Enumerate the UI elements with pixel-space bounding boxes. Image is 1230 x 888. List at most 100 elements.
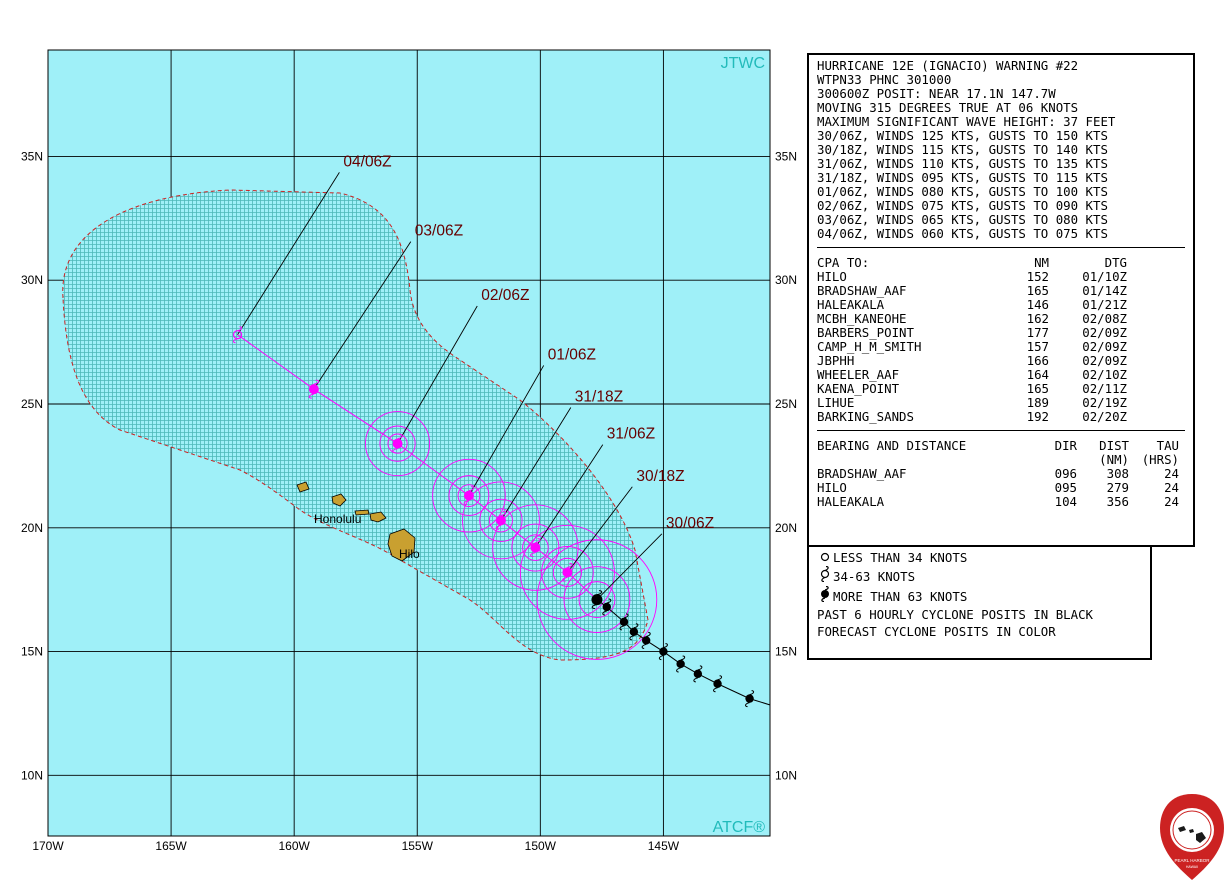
cpa-location: BARKING_SANDS: [817, 409, 914, 424]
jtwc-logo: PEARL HARBOR HAWAII: [1160, 794, 1224, 880]
past-position-marker: [676, 655, 686, 673]
bearing-dist: 308: [1106, 466, 1129, 481]
cpa-nm: 165: [1026, 283, 1049, 298]
forecast-point-03/06Z: 03/06Z: [308, 223, 463, 399]
cpa-location: KAENA_POINT: [817, 381, 900, 396]
forecast-time-label: 02/06Z: [481, 287, 529, 304]
bearing-dir: 095: [1054, 480, 1077, 495]
bearing-location: BRADSHAW_AAF: [817, 466, 907, 481]
cpa-nm: 162: [1026, 311, 1049, 326]
forecast-point-01/06Z: 01/06Z: [463, 346, 596, 506]
bearing-header-label: BEARING AND DISTANCE: [817, 438, 967, 453]
cpa-row: BARBERS_POINT 177 02/09Z: [817, 326, 1127, 340]
forecast-point-31/06Z: 31/06Z: [530, 426, 655, 558]
bearing-units-dist: (NM): [1099, 452, 1129, 467]
lat-label-right: 20N: [775, 521, 797, 535]
warning-line: MOVING 315 DEGREES TRUE AT 06 KNOTS: [817, 100, 1079, 115]
danger-area: [62, 189, 649, 661]
cpa-location: LIHUE: [817, 395, 855, 410]
label-leader-line: [500, 407, 572, 521]
bearing-header-dir: DIR: [1054, 438, 1077, 453]
past-position-marker: [641, 631, 651, 649]
cpa-location: HILO: [817, 269, 847, 284]
legend-note-past: PAST 6 HOURLY CYCLONE POSITS IN BLACK: [817, 607, 1094, 622]
past-position-marker: [619, 613, 629, 631]
forecast-time-label: 04/06Z: [343, 153, 391, 170]
label-leader-line: [567, 486, 633, 573]
island-molokai: [354, 509, 370, 516]
cpa-dtg: 01/21Z: [1082, 297, 1127, 312]
lat-label-left: 35N: [21, 149, 43, 163]
warning-lines: WTPN33 PHNC 301000 300600Z POSIT: NEAR 17…: [817, 73, 1185, 241]
warning-line: 31/06Z, WINDS 110 KTS, GUSTS TO 135 KTS: [817, 156, 1108, 171]
tropical-storm-symbol-icon: [817, 565, 833, 586]
atcf-watermark: ATCF®: [713, 819, 766, 836]
warning-line: 02/06Z, WINDS 075 KTS, GUSTS TO 090 KTS: [817, 198, 1108, 213]
island-kauai: [296, 481, 310, 493]
lat-label-left: 20N: [21, 521, 43, 535]
forecast-point-04/06Z: 04/06Z: [232, 153, 392, 344]
island-oahu: [331, 493, 347, 507]
bearing-units-blank: [817, 453, 1029, 467]
bearing-dir: 104: [1054, 494, 1077, 509]
cpa-row: KAENA_POINT 165 02/11Z: [817, 382, 1127, 396]
warning-line: 01/06Z, WINDS 080 KTS, GUSTS TO 100 KTS: [817, 184, 1108, 199]
lat-label-right: 15N: [775, 645, 797, 659]
past-position-marker: [629, 623, 639, 641]
bearing-units-tau: (HRS): [1141, 452, 1179, 467]
lat-label-right: 30N: [775, 273, 797, 287]
forecast-point-31/18Z: 31/18Z: [495, 389, 623, 530]
wind-radii-31/06Z: [492, 504, 579, 591]
cpa-dtg: 02/19Z: [1082, 395, 1127, 410]
bearing-tau: 24: [1164, 494, 1179, 509]
lon-label: 165W: [155, 839, 187, 853]
axis-labels: 170W 165W 160W 155W 150W 145W 35N 35N 30N 30N 25N 2…: [21, 149, 797, 853]
lon-label: 145W: [648, 839, 680, 853]
cpa-row: HILO 152 01/10Z: [817, 270, 1127, 284]
lat-label-right: 25N: [775, 397, 797, 411]
island-hawaii: [387, 528, 416, 562]
cpa-row: BARKING_SANDS 192 02/20Z: [817, 410, 1127, 424]
warning-info-panel: HURRICANE 12E (IGNACIO) WARNING #22 WTPN…: [807, 53, 1195, 547]
divider: [817, 430, 1185, 431]
cpa-nm: 152: [1026, 269, 1049, 284]
label-leader-line: [535, 444, 604, 548]
cpa-row: JBPHH 166 02/09Z: [817, 354, 1127, 368]
hawaiian-islands: [296, 481, 416, 562]
cpa-dtg: 02/11Z: [1082, 381, 1127, 396]
cpa-row: CAMP_H_M_SMITH 157 02/09Z: [817, 340, 1127, 354]
warning-title: HURRICANE 12E (IGNACIO) WARNING #22: [817, 58, 1079, 73]
cpa-nm: 164: [1026, 367, 1049, 382]
wind-radii-02/06Z: [365, 411, 431, 477]
forecast-point-30/18Z: 30/18Z: [562, 468, 685, 582]
cpa-nm: 157: [1026, 339, 1049, 354]
lat-label-left: 30N: [21, 273, 43, 287]
cpa-dtg: 02/10Z: [1082, 367, 1127, 382]
cpa-table: CPA TO: NM DTG HILO 152 01/10Z BRADSHAW_AAF…: [817, 256, 1127, 424]
lat-label-right: 35N: [775, 149, 797, 163]
cpa-dtg: 02/20Z: [1082, 409, 1127, 424]
cpa-header: CPA TO: NM DTG: [817, 256, 1127, 270]
cpa-row: LIHUE 189 02/19Z: [817, 396, 1127, 410]
legend-item-34-63: 34-63 KNOTS: [817, 565, 1142, 586]
label-leader-line: [596, 533, 663, 600]
jtwc-watermark: JTWC: [721, 55, 765, 72]
forecast-time-label: 31/18Z: [575, 389, 623, 406]
cpa-location: JBPHH: [817, 353, 855, 368]
cpa-row: MCBH_KANEOHE 162 02/08Z: [817, 312, 1127, 326]
wind-radii-31/18Z: [462, 481, 540, 560]
lat-label-right: 10N: [775, 768, 797, 782]
legend-item-less-than-34: LESS THAN 34 KNOTS: [817, 549, 1142, 566]
warning-line: 03/06Z, WINDS 065 KTS, GUSTS TO 080 KTS: [817, 212, 1108, 227]
warning-line: 04/06Z, WINDS 060 KTS, GUSTS TO 075 KTS: [817, 226, 1108, 241]
bearing-row: HILO 095 279 24: [817, 481, 1179, 495]
lon-label: 155W: [402, 839, 434, 853]
forecast-point-02/06Z: 02/06Z: [392, 287, 530, 454]
lon-label: 170W: [32, 839, 64, 853]
past-position-marker: [713, 675, 723, 693]
bearing-location: HILO: [817, 480, 847, 495]
cpa-nm: 146: [1026, 297, 1049, 312]
open-circle-icon: [817, 549, 833, 566]
legend-panel: LESS THAN 34 KNOTS 34-63 KNOTS MORE THAN…: [807, 547, 1152, 660]
lat-label-left: 10N: [21, 768, 43, 782]
